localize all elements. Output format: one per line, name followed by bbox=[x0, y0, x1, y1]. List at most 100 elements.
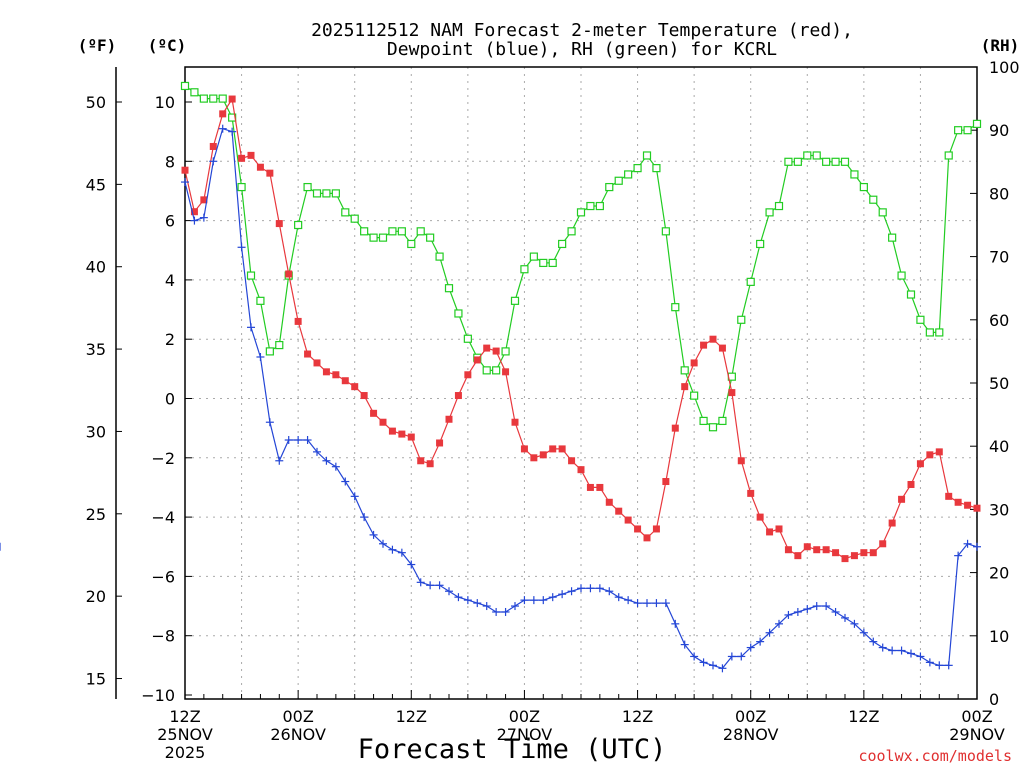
rh-point bbox=[331, 189, 340, 198]
temperature-point bbox=[775, 525, 783, 533]
rh-tick-label: 70 bbox=[989, 248, 1009, 267]
temperature-point bbox=[200, 196, 208, 204]
dewpoint-point bbox=[888, 646, 897, 655]
rh-point bbox=[954, 126, 963, 135]
rh-point bbox=[360, 227, 369, 236]
temperature-point bbox=[398, 430, 406, 438]
dewpoint-point bbox=[322, 456, 331, 465]
temperature-point bbox=[841, 555, 849, 563]
dewpoint-point bbox=[529, 596, 538, 605]
dewpoint-point bbox=[463, 596, 472, 605]
temperature-point bbox=[869, 549, 877, 557]
temperature-point bbox=[596, 483, 604, 491]
dewpoint-point bbox=[303, 436, 312, 445]
rh-point bbox=[642, 151, 652, 160]
rh-point bbox=[209, 94, 218, 103]
rh-unit-label: (RH) bbox=[981, 36, 1020, 55]
rh-point bbox=[680, 366, 689, 375]
rh-point bbox=[388, 227, 397, 236]
rh-point bbox=[746, 277, 755, 286]
dewpoint-point bbox=[567, 587, 576, 596]
dewpoint-point bbox=[388, 545, 397, 554]
temperature-point bbox=[436, 439, 444, 447]
dewpoint-point bbox=[605, 587, 614, 596]
rh-tick-label: 20 bbox=[989, 564, 1009, 583]
temperature-point bbox=[747, 489, 755, 497]
rh-tick-label: 100 bbox=[989, 58, 1020, 77]
rh-point bbox=[435, 252, 444, 261]
celsius-unit-label: (ºC) bbox=[148, 36, 187, 55]
temperature-point bbox=[964, 501, 972, 509]
x-tick-label: 26NOV bbox=[270, 725, 326, 744]
dewpoint-point bbox=[643, 599, 651, 608]
dewpoint-point bbox=[935, 661, 944, 670]
temperature-point bbox=[247, 151, 255, 159]
dewpoint-point bbox=[181, 178, 189, 187]
rh-point bbox=[624, 170, 633, 179]
temperature-point bbox=[332, 371, 340, 379]
rh-point bbox=[963, 126, 972, 135]
rh-point bbox=[397, 227, 406, 236]
temperature-point bbox=[360, 392, 368, 400]
dewpoint-point bbox=[709, 661, 717, 670]
celsius-tick-label: −6 bbox=[151, 567, 175, 586]
rh-point bbox=[605, 182, 614, 192]
rh-point bbox=[180, 81, 190, 91]
dewpoint-point bbox=[727, 652, 736, 661]
temperature-point bbox=[370, 409, 378, 417]
dewpoint-point bbox=[850, 619, 859, 628]
dewpoint-point bbox=[907, 649, 915, 658]
dewpoint-point bbox=[718, 664, 727, 673]
dewpoint-point bbox=[247, 323, 255, 332]
temperature-point bbox=[341, 377, 349, 385]
temperature-point bbox=[926, 451, 934, 459]
dewpoint-point bbox=[595, 584, 604, 593]
rh-point bbox=[501, 347, 510, 356]
fahrenheit-tick-label: 20 bbox=[86, 587, 106, 606]
rh-point bbox=[539, 258, 548, 268]
temperature-point bbox=[549, 445, 557, 453]
temperature-line bbox=[184, 97, 978, 560]
rh-point bbox=[567, 227, 576, 236]
dewpoint-point bbox=[690, 652, 699, 661]
dewpoint-point bbox=[661, 599, 670, 608]
dewpoint-point bbox=[822, 602, 831, 611]
dewpoint-point bbox=[435, 581, 444, 590]
temperature-point bbox=[426, 460, 434, 468]
dewpoint-point bbox=[511, 602, 519, 611]
dewpoint-point bbox=[803, 605, 812, 614]
rh-point bbox=[737, 315, 746, 324]
rh-tick-label: 90 bbox=[989, 121, 1009, 140]
rh-point bbox=[492, 366, 501, 375]
temperature-point bbox=[860, 549, 868, 557]
temperature-point bbox=[568, 457, 576, 465]
temperature-point bbox=[388, 427, 396, 435]
rh-point bbox=[322, 189, 331, 198]
temperature-point bbox=[228, 95, 236, 103]
temperature-point bbox=[238, 154, 246, 162]
dewpoint-point bbox=[350, 492, 359, 501]
dewpoint-point bbox=[256, 352, 265, 361]
rh-point bbox=[756, 239, 765, 249]
rh-point bbox=[878, 208, 887, 217]
x-tick-label: 12Z bbox=[169, 707, 200, 726]
temperature-point bbox=[945, 492, 953, 500]
rh-point bbox=[652, 164, 661, 173]
temperature-point bbox=[190, 208, 198, 216]
dewpoint-point bbox=[614, 593, 623, 602]
rh-point bbox=[869, 195, 878, 204]
dewpoint-point bbox=[699, 658, 708, 667]
dewpoint-point bbox=[284, 436, 293, 445]
temperature-point bbox=[351, 383, 359, 391]
temperature-point bbox=[756, 513, 764, 521]
dewpoint-point bbox=[624, 596, 633, 605]
temperature-point bbox=[520, 445, 528, 453]
rh-point bbox=[294, 220, 303, 230]
rh-point bbox=[369, 233, 378, 242]
dewpoint-point bbox=[454, 593, 463, 602]
dewpoint-point bbox=[482, 602, 491, 611]
dewpoint-point bbox=[294, 436, 303, 445]
temperature-point bbox=[219, 110, 227, 118]
rh-point bbox=[840, 157, 850, 166]
temperature-point bbox=[700, 341, 708, 349]
